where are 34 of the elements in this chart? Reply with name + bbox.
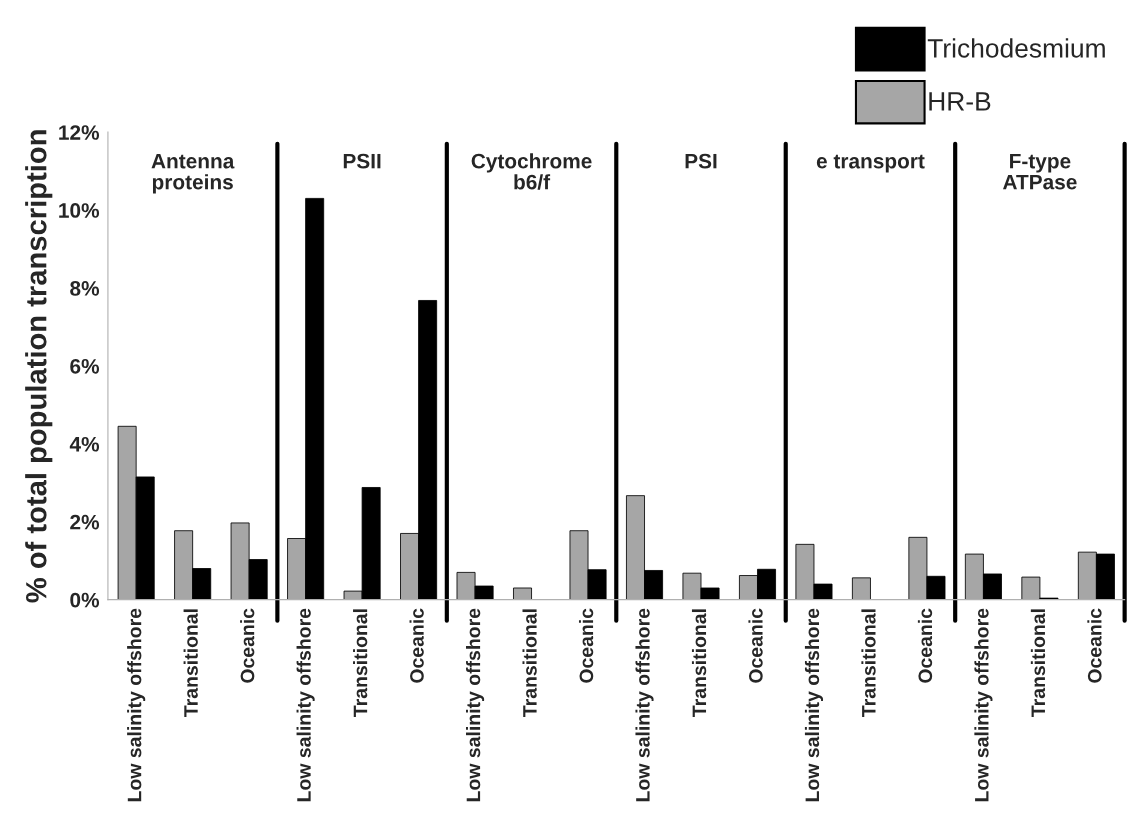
- x-tick-label: Low salinity offshore: [466, 608, 485, 802]
- y-tick-label: 12%: [59, 125, 100, 140]
- x-tick-label: Transitional: [353, 609, 368, 717]
- y-tick-label: 6%: [70, 358, 100, 374]
- x-tick-label: Low salinity offshore: [974, 608, 993, 802]
- x-tick-label: Transitional: [522, 609, 537, 717]
- x-tick-label: Transitional: [1030, 609, 1046, 717]
- annotation: F-type ATPase: [1002, 153, 1077, 190]
- annotation: PSII: [343, 153, 381, 169]
- annotation: e transport: [816, 154, 925, 173]
- x-tick-label: Transitional: [861, 609, 876, 717]
- x-tick-label: Oceanic: [1087, 608, 1102, 683]
- x-tick-label: Oceanic: [409, 608, 424, 683]
- y-tick-label: 8%: [70, 281, 100, 296]
- x-tick-label: Transitional: [183, 609, 198, 717]
- x-tick-label: Transitional: [691, 609, 707, 717]
- y-axis-title: % of total population transcription: [25, 130, 53, 603]
- x-tick-label: Oceanic: [917, 608, 933, 683]
- annotation: PSI: [685, 153, 717, 169]
- annotation: Antenna proteins: [151, 153, 235, 194]
- annotation: Cytochrome b6/f: [471, 153, 592, 190]
- legend-label: HR-B: [929, 92, 991, 111]
- y-tick-label: 0%: [70, 592, 100, 608]
- x-tick-label: Oceanic: [578, 608, 594, 683]
- x-tick-label: Low salinity offshore: [296, 608, 315, 802]
- y-tick-label: 4%: [69, 436, 100, 452]
- x-tick-label: Oceanic: [748, 608, 763, 683]
- legend-label: Trichodesmium: [927, 38, 1105, 58]
- x-tick-label: Low salinity offshore: [635, 608, 654, 802]
- x-tick-label: Oceanic: [240, 608, 255, 683]
- x-tick-label: Low salinity offshore: [804, 608, 824, 802]
- y-tick-label: 2%: [70, 514, 100, 530]
- x-tick-label: Low salinity offshore: [127, 608, 146, 802]
- y-tick-label: 10%: [59, 203, 100, 218]
